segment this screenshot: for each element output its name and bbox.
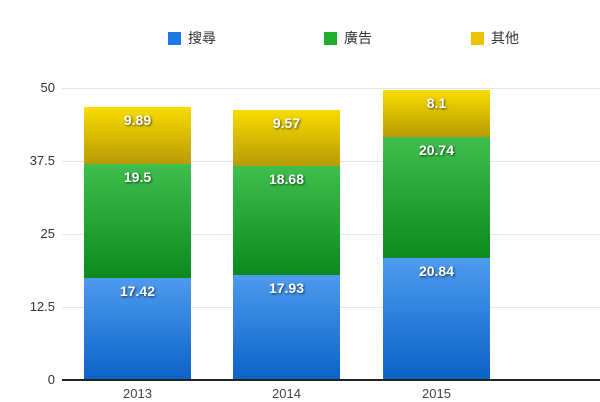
- bar-value-label: 20.84: [418, 263, 455, 280]
- legend-label-ads: 廣告: [344, 30, 372, 46]
- bar-2015: 8.1 20.74 20.84: [383, 89, 490, 380]
- bar-segment-2015-2[interactable]: 8.1: [383, 89, 490, 138]
- bar-segment-2015-0[interactable]: 20.84: [383, 258, 490, 380]
- bar-value-label: 9.57: [272, 115, 301, 132]
- legend-label-other: 其他: [491, 30, 519, 46]
- y-axis-tick-label: 25: [40, 226, 55, 241]
- bar-2013: 9.89 19.5 17.42: [84, 106, 191, 380]
- legend-item-other[interactable]: 其他: [471, 30, 519, 46]
- bar-segment-2013-0[interactable]: 17.42: [84, 278, 191, 380]
- x-axis-label: 2013: [123, 386, 152, 401]
- x-axis-line: [62, 379, 600, 381]
- y-axis-tick-label: 37.5: [29, 153, 55, 168]
- legend-swatch-search-icon: [168, 31, 181, 45]
- legend-swatch-other-icon: [471, 31, 484, 45]
- bar-value-label: 8.1: [426, 94, 447, 111]
- bar-segment-2014-0[interactable]: 17.93: [233, 275, 340, 380]
- gridline: [62, 88, 600, 89]
- y-axis-tick-label: 12.5: [29, 299, 55, 314]
- bar-segment-2014-2[interactable]: 9.57: [233, 110, 340, 167]
- legend-item-search[interactable]: 搜尋: [168, 30, 216, 46]
- legend-swatch-ads-icon: [324, 31, 337, 45]
- bar-segment-2013-2[interactable]: 9.89: [84, 106, 191, 165]
- bar-segment-2015-1[interactable]: 20.74: [383, 137, 490, 259]
- bar-segment-2014-1[interactable]: 18.68: [233, 166, 340, 276]
- bar-value-label: 18.68: [268, 171, 305, 188]
- bar-2014: 9.57 18.68 17.93: [233, 110, 340, 380]
- y-axis-tick-label: 50: [40, 80, 55, 95]
- legend-item-ads[interactable]: 廣告: [324, 30, 372, 46]
- y-axis-tick-label: 0: [47, 372, 55, 387]
- x-axis-label: 2014: [272, 386, 301, 401]
- plot-area: 9.89 19.5 17.42 9.57 18.68 17.93 8.1 20.74 20.84: [62, 88, 600, 380]
- bar-value-label: 17.42: [119, 283, 156, 300]
- x-axis-label: 2015: [422, 386, 451, 401]
- bar-value-label: 17.93: [268, 280, 305, 297]
- legend-label-search: 搜尋: [188, 30, 216, 46]
- bar-value-label: 9.89: [123, 111, 152, 128]
- bar-value-label: 20.74: [418, 142, 455, 159]
- bar-value-label: 19.5: [123, 169, 152, 186]
- bar-segment-2013-1[interactable]: 19.5: [84, 164, 191, 279]
